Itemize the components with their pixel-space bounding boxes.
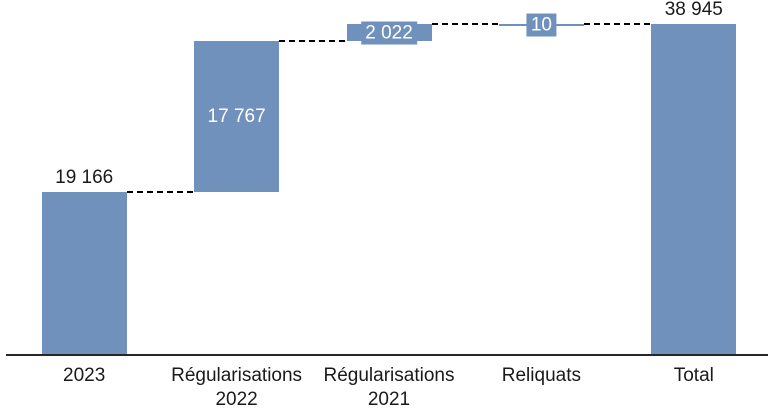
data-label-regularisations-2021: 2 022: [361, 21, 417, 45]
connector-regularisations-2021-reliquats: [431, 22, 499, 25]
data-label-reliquats: 10: [526, 13, 556, 37]
category-label-reliquats: Reliquats: [501, 365, 581, 386]
bar-total: [651, 24, 737, 355]
data-label-total: 38 945: [664, 0, 723, 21]
category-label-regularisations-2022: Régularisations 2022: [171, 365, 303, 410]
category-label-regularisations-2021: Régularisations 2021: [323, 365, 455, 410]
category-label-2023: 2023: [63, 365, 106, 386]
data-label-regularisations-2022: 17 767: [207, 105, 266, 127]
connector-2023-regularisations-2022: [126, 190, 195, 193]
connector-reliquats-total: [583, 22, 652, 25]
category-label-total: Total: [673, 365, 714, 386]
connector-regularisations-2022-regularisations-2021: [279, 39, 347, 42]
bar-2023: [41, 192, 127, 355]
x-axis-line: [6, 354, 768, 356]
data-label-2023: 19 166: [55, 167, 114, 189]
bar-regularisations-2022: [194, 41, 280, 193]
